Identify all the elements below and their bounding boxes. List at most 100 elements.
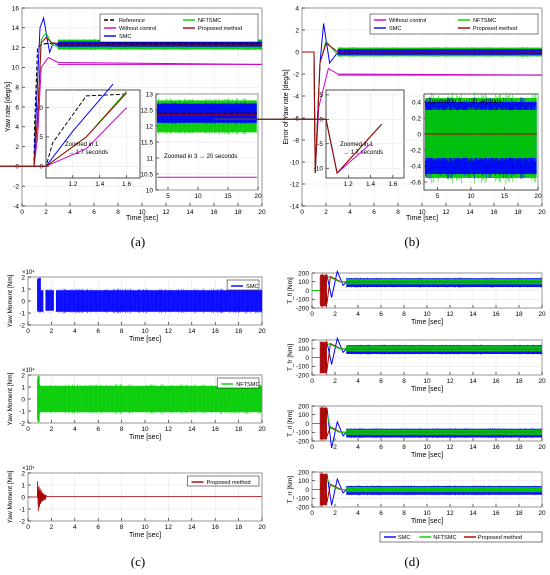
chart-c-panel-2-xtick-label: 6 <box>96 426 100 433</box>
chart-a-ytick-label: -4 <box>13 203 19 210</box>
chart-a-inset2-ytick-label: 12.5 <box>140 107 153 114</box>
chart-d-panel-2-xtick-label: 12 <box>446 378 454 385</box>
chart-b-ytick-label: 0 <box>295 49 299 56</box>
chart-d-panel-1-ytick-label: 0 <box>305 288 309 295</box>
chart-c-panel-3-xtick-label: 10 <box>141 524 149 531</box>
chart-d-panel-1-xtick-label: 6 <box>379 311 383 318</box>
chart-d-panel-1-xtick-label: 8 <box>402 311 406 318</box>
chart-c-panel-1-ytick-label: 1 <box>21 286 25 293</box>
chart-d-xlabel: Time [sec] <box>411 319 443 326</box>
chart-c-legend-box <box>187 475 260 487</box>
chart-a-xtick-label: 16 <box>210 209 218 216</box>
chart-d-panel-3-xtick-label: 2 <box>333 444 337 451</box>
chart-c-panel-3-xtick-label: 12 <box>165 524 173 531</box>
chart-d-panel-2-xtick-label: 8 <box>402 378 406 385</box>
chart-b-inset1-ytick-label: -5 <box>317 141 323 148</box>
chart-d-panel-2-ytick-label: -200 <box>296 372 309 379</box>
chart-c-legend: SMC <box>226 279 260 291</box>
chart-c-panel-1-xtick-label: 12 <box>165 328 173 335</box>
chart-b-xtick-label: 8 <box>396 209 400 216</box>
chart-c-exponent: ×10⁴ <box>22 367 35 374</box>
chart-b-xtick-label: 0 <box>300 209 304 216</box>
chart-a-inset1-label: Zoomed in 1 <box>65 142 99 148</box>
chart-a-legend-entry: NFTSMC <box>198 18 221 24</box>
chart-c-panel-3-xtick-label: 2 <box>50 524 54 531</box>
chart-b-inset1: 1.2 1.4 1.6 -10 -5 0 5 Zoomed in 1 → 1.7 seconds <box>214 89 405 188</box>
chart-c-legend-entry: SMC <box>246 284 258 290</box>
chart-c-panel-2-xtick-label: 14 <box>188 426 196 433</box>
chart-a-inset2-ytick-label: 13 <box>146 91 154 98</box>
chart-d-panel-2-xtick-label: 0 <box>310 378 314 385</box>
chart-d-xlabel: Time [sec] <box>411 452 443 459</box>
chart-d-panel-1-xtick-label: 16 <box>492 311 500 318</box>
chart-b-inset2-label: Zoomed in 3 → 20 seconds <box>428 99 501 105</box>
chart-d-panel-3-ytick-label: 100 <box>298 412 309 419</box>
chart-a-xtick-label: 6 <box>92 209 96 216</box>
chart-d-caption: (d) <box>404 554 419 569</box>
chart-a-ytick-label: 2 <box>15 144 19 151</box>
chart-a-inset2: 5 10 15 20 10 10.5 11 11.5 12 12.5 13 Zoomed in 3 →… <box>140 91 262 200</box>
chart-c-panel-3-xtick-label: 8 <box>120 524 124 531</box>
chart-d-panel-4-ytick-label: -200 <box>296 504 309 511</box>
chart-d-panel-4-xtick-label: 0 <box>310 510 314 517</box>
chart-d-panel-4-ytick-label: 200 <box>298 469 309 476</box>
chart-c-panel-2-ytick-label: 0 <box>21 396 25 403</box>
chart-b-caption: (b) <box>404 234 419 249</box>
chart-a-ytick-label: 4 <box>15 124 19 131</box>
chart-a-legend: Reference NFTSMC Without control Proposed m… <box>99 13 259 43</box>
chart-c-panel-2-ytick-label: -2 <box>19 420 25 427</box>
chart-d-panel-3-xtick-label: 0 <box>310 444 314 451</box>
chart-d-panel-4-xtick-label: 8 <box>402 510 406 517</box>
chart-d-panel-3-xtick-label: 16 <box>492 444 500 451</box>
chart-d-legend-box <box>379 531 543 543</box>
chart-d-panel-3-xtick-label: 6 <box>379 444 383 451</box>
chart-a-ytick-label: -2 <box>13 184 19 191</box>
chart-c-panel-3-xtick-label: 16 <box>212 524 220 531</box>
chart-a-inset1-line <box>0 93 127 167</box>
chart-d-panel-4-xtick-label: 18 <box>515 510 523 517</box>
chart-b-legend-entry: Proposed method <box>473 26 517 32</box>
chart-a-ytick-label: 8 <box>15 85 19 92</box>
chart-d-panel-3-xtick-label: 10 <box>423 444 431 451</box>
chart-a-legend-entry: Proposed method <box>198 26 242 32</box>
chart-d-panel-4-xtick-label: 16 <box>492 510 500 517</box>
chart-d-legend-entry: SMC <box>398 535 410 541</box>
chart-c-legend: NFTSMC <box>216 377 260 389</box>
chart-c-panel-1-xtick-label: 14 <box>188 328 196 335</box>
chart-d-panel-2-xtick-label: 20 <box>538 378 546 385</box>
chart-a-xtick-label: 8 <box>116 209 120 216</box>
chart-d-panel-4-xtick-label: 10 <box>423 510 431 517</box>
chart-c-panel-1-xtick-label: 6 <box>96 328 100 335</box>
chart-d-panel-4-ytick-label: 0 <box>305 487 309 494</box>
chart-d-panel-2-xtick-label: 10 <box>423 378 431 385</box>
chart-c-panel-2-xtick-label: 20 <box>258 426 266 433</box>
chart-d-ylabel: T_fl [Nm] <box>287 277 294 304</box>
chart-a-inset1-ytick-label: 0 <box>39 164 43 171</box>
chart-a-inset2-ytick-label: 12 <box>146 123 154 130</box>
chart-d-legend: SMC NFTSMC Proposed method <box>379 531 543 543</box>
chart-b-legend-entry: NFTSMC <box>473 18 496 24</box>
chart-a-inset1-ytick-label: 10 <box>36 105 44 112</box>
chart-a-inset2-xtick-label: 20 <box>254 193 262 200</box>
chart-c-panel-3-xtick-label: 14 <box>188 524 196 531</box>
chart-a-series-line <box>22 15 263 167</box>
chart-a-xtick-label: 12 <box>162 209 170 216</box>
chart-d-panel-4-xtick-label: 14 <box>469 510 477 517</box>
chart-d-panel-3-xtick-label: 14 <box>469 444 477 451</box>
chart-d-panel-2-xtick-label: 2 <box>333 378 337 385</box>
chart-c-panel-1-ytick-label: 0 <box>21 298 25 305</box>
chart-c-panel-2-xtick-label: 0 <box>26 426 30 433</box>
chart-d-proposed-spike <box>320 274 327 307</box>
chart-c-exponent: ×10⁴ <box>22 465 35 472</box>
chart-c-panel-1-xtick-label: 2 <box>50 328 54 335</box>
chart-c-exponent: ×10⁴ <box>22 269 35 276</box>
chart-d-panel-4-ytick-label: -100 <box>296 496 309 503</box>
chart-a-inset1-ytick-label: 5 <box>39 134 43 141</box>
chart-c-xlabel: Time [sec] <box>129 532 161 539</box>
chart-d-panel-2-xtick-label: 6 <box>379 378 383 385</box>
